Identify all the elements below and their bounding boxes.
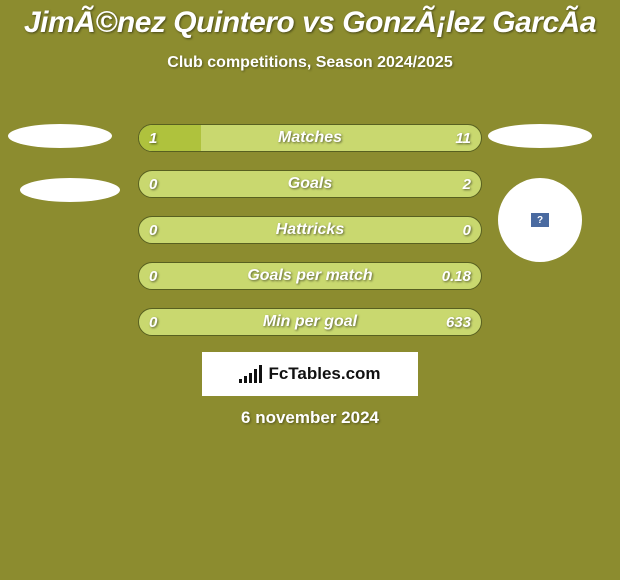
stat-value-right: 0 bbox=[453, 217, 481, 243]
stat-value-right: 633 bbox=[436, 309, 481, 335]
stat-row: 111Matches bbox=[138, 124, 482, 152]
page-subtitle: Club competitions, Season 2024/2025 bbox=[0, 54, 620, 72]
stat-label: Min per goal bbox=[139, 309, 481, 335]
player-avatar-placeholder bbox=[488, 124, 592, 148]
player-avatar-placeholder bbox=[20, 178, 120, 202]
stat-value-right: 11 bbox=[445, 125, 481, 151]
stat-value-left: 0 bbox=[139, 217, 167, 243]
stat-row: 0 2Goals bbox=[138, 170, 482, 198]
page-title: JimÃ©nez Quintero vs GonzÃ¡lez GarcÃ­a bbox=[0, 0, 620, 40]
stat-row: 0 0Hattricks bbox=[138, 216, 482, 244]
stat-value-left: 1 bbox=[139, 125, 167, 151]
stat-row: 0 0.18Goals per match bbox=[138, 262, 482, 290]
stat-value-left: 0 bbox=[139, 263, 167, 289]
stat-label: Goals per match bbox=[139, 263, 481, 289]
brand-badge: FcTables.com bbox=[202, 352, 418, 396]
stats-panel: 111Matches02Goals00Hattricks00.18Goals p… bbox=[138, 124, 482, 354]
stat-label: Goals bbox=[139, 171, 481, 197]
player-avatar-placeholder bbox=[8, 124, 112, 148]
stat-value-right: 2 bbox=[453, 171, 481, 197]
brand-bars-icon bbox=[239, 365, 262, 383]
player-avatar-placeholder: ? bbox=[498, 178, 582, 262]
date-label: 6 november 2024 bbox=[0, 408, 620, 428]
stat-row: 0 633Min per goal bbox=[138, 308, 482, 336]
image-placeholder-icon: ? bbox=[531, 213, 549, 227]
stat-value-left: 0 bbox=[139, 171, 167, 197]
stat-value-right: 0.18 bbox=[432, 263, 481, 289]
stat-label: Hattricks bbox=[139, 217, 481, 243]
brand-text: FcTables.com bbox=[268, 364, 380, 384]
stat-value-left: 0 bbox=[139, 309, 167, 335]
comparison-card: JimÃ©nez Quintero vs GonzÃ¡lez GarcÃ­a C… bbox=[0, 0, 620, 580]
